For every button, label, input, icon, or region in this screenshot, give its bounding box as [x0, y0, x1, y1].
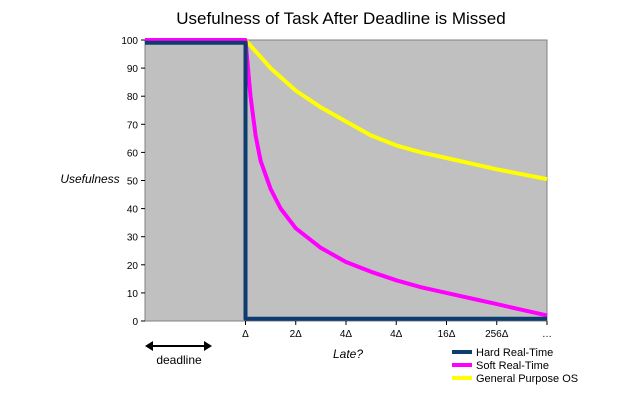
y-tick-label: 0: [132, 317, 138, 328]
series-line-general-purpose-os: [145, 38, 548, 182]
y-tick-label: 60: [127, 148, 139, 159]
x-tick-label: 4Δ: [340, 329, 353, 340]
series-line-soft-real-time: [145, 38, 548, 318]
series-group: [145, 38, 548, 321]
y-tick-label: 90: [127, 64, 139, 75]
series-line-hard-real-time: [145, 40, 547, 321]
y-tick-label: 40: [127, 205, 139, 216]
y-tick-label: 20: [127, 261, 139, 272]
x-tick-label: 16Δ: [438, 329, 456, 340]
y-tick-label: 100: [121, 36, 138, 47]
deadline-annotation: deadline: [145, 341, 212, 367]
x-tick-label: 256Δ: [485, 329, 509, 340]
x-axis-label: Late?: [333, 347, 363, 361]
legend-label: Soft Real-Time: [476, 360, 549, 372]
y-axis: 0 10 20 30 40 50 60 70 80 90 100: [121, 36, 145, 328]
y-tick-label: 70: [127, 120, 139, 131]
y-axis-label: Usefulness: [60, 172, 119, 186]
x-axis: Δ 2Δ 4Δ 4Δ 16Δ 256Δ …: [242, 321, 552, 340]
x-tick-label: 4Δ: [390, 329, 403, 340]
y-tick-label: 30: [127, 233, 139, 244]
y-tick-label: 50: [127, 177, 139, 188]
x-tick-label: 2Δ: [290, 329, 303, 340]
deadline-arrow-right-head: [204, 341, 212, 351]
y-tick-label: 10: [127, 289, 139, 300]
x-tick-label: Δ: [242, 329, 249, 340]
deadline-label: deadline: [156, 353, 202, 367]
deadline-arrow-left-head: [145, 341, 153, 351]
chart-title: Usefulness of Task After Deadline is Mis…: [176, 9, 505, 28]
legend-label: Hard Real-Time: [476, 347, 553, 359]
legend-label: General Purpose OS: [476, 373, 578, 385]
x-tick-label: …: [542, 329, 552, 340]
plot-area: [144, 39, 548, 322]
y-tick-label: 80: [127, 92, 139, 103]
